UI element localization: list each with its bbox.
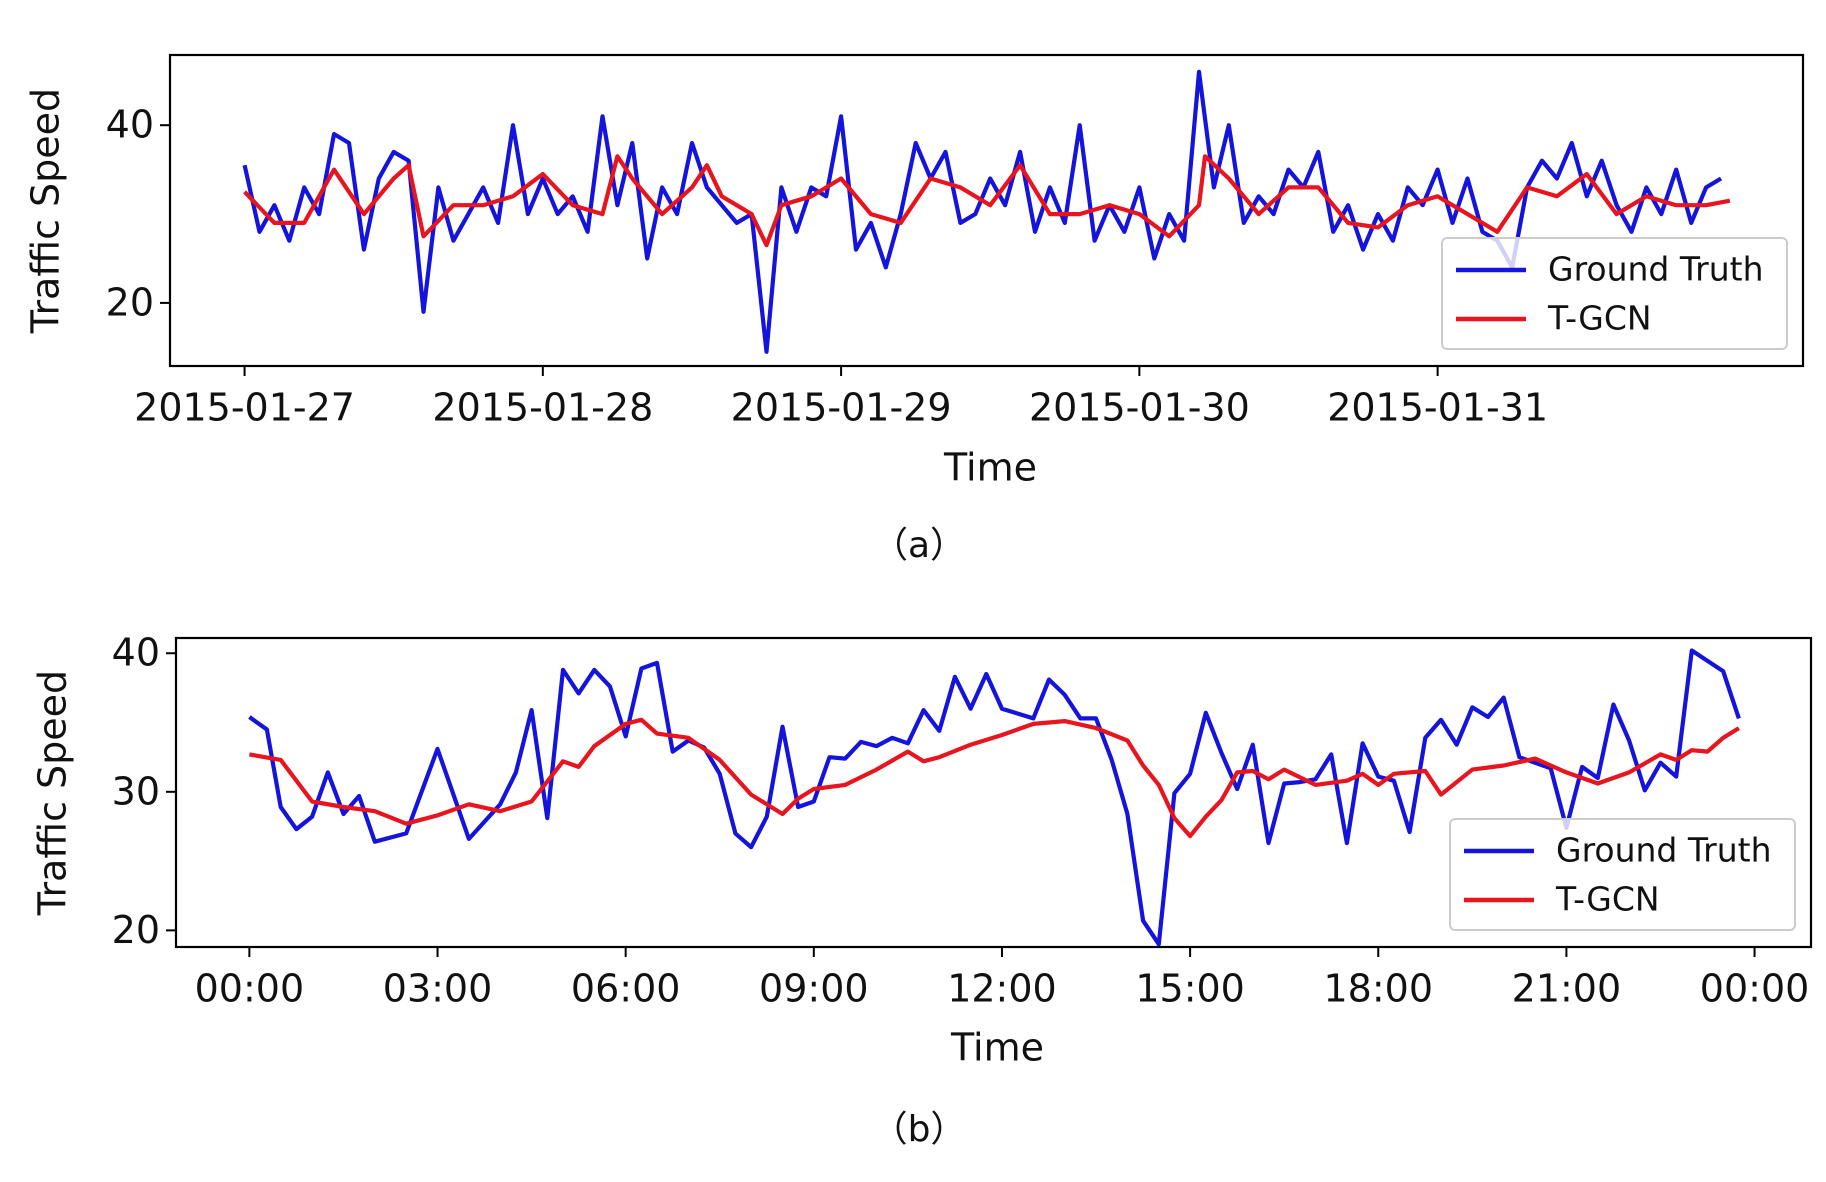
x-tick-label: 2015-01-29 bbox=[731, 386, 952, 430]
x-tick-label: 12:00 bbox=[947, 967, 1057, 1011]
y-tick-label: 20 bbox=[106, 280, 154, 324]
y-tick-label: 20 bbox=[112, 908, 160, 952]
x-tick-label: 2015-01-30 bbox=[1029, 386, 1250, 430]
x-tick-label: 00:00 bbox=[195, 967, 305, 1011]
legend-label: T-GCN bbox=[1547, 299, 1652, 338]
x-tick-label: 06:00 bbox=[571, 967, 681, 1011]
legend: Ground Truth T-GCN bbox=[1441, 237, 1788, 350]
legend-label: Ground Truth bbox=[1556, 831, 1772, 870]
y-tick-label: 30 bbox=[112, 769, 160, 813]
x-tick-label: 18:00 bbox=[1324, 967, 1434, 1011]
caption: （b） bbox=[872, 1109, 967, 1150]
series-line bbox=[248, 648, 1741, 947]
y-axis-label: Traffic Speed bbox=[24, 88, 68, 334]
x-tick-label: 09:00 bbox=[759, 967, 869, 1011]
legend-box bbox=[1449, 818, 1796, 931]
x-tick-label: 2015-01-31 bbox=[1327, 386, 1548, 430]
legend: Ground Truth T-GCN bbox=[1449, 818, 1796, 931]
x-axis-label: Time bbox=[943, 446, 1037, 490]
x-axis-label: Time bbox=[950, 1026, 1044, 1070]
y-tick-label: 40 bbox=[112, 631, 160, 675]
series-line bbox=[249, 717, 1741, 839]
y-axis-label: Traffic Speed bbox=[31, 670, 75, 916]
x-tick-label: 2015-01-27 bbox=[134, 386, 355, 430]
x-tick-label: 15:00 bbox=[1135, 967, 1245, 1011]
x-tick-label: 00:00 bbox=[1700, 967, 1810, 1011]
caption: （a） bbox=[872, 525, 966, 566]
x-tick-label: 03:00 bbox=[383, 967, 493, 1011]
y-tick-label: 40 bbox=[106, 103, 154, 147]
legend-label: Ground Truth bbox=[1548, 250, 1764, 289]
legend-box bbox=[1441, 237, 1788, 350]
x-tick-label: 2015-01-28 bbox=[432, 386, 653, 430]
series-line bbox=[243, 154, 1731, 248]
legend-label: T-GCN bbox=[1555, 880, 1660, 919]
axes-frame bbox=[168, 53, 1805, 368]
x-tick-label: 21:00 bbox=[1512, 967, 1622, 1011]
